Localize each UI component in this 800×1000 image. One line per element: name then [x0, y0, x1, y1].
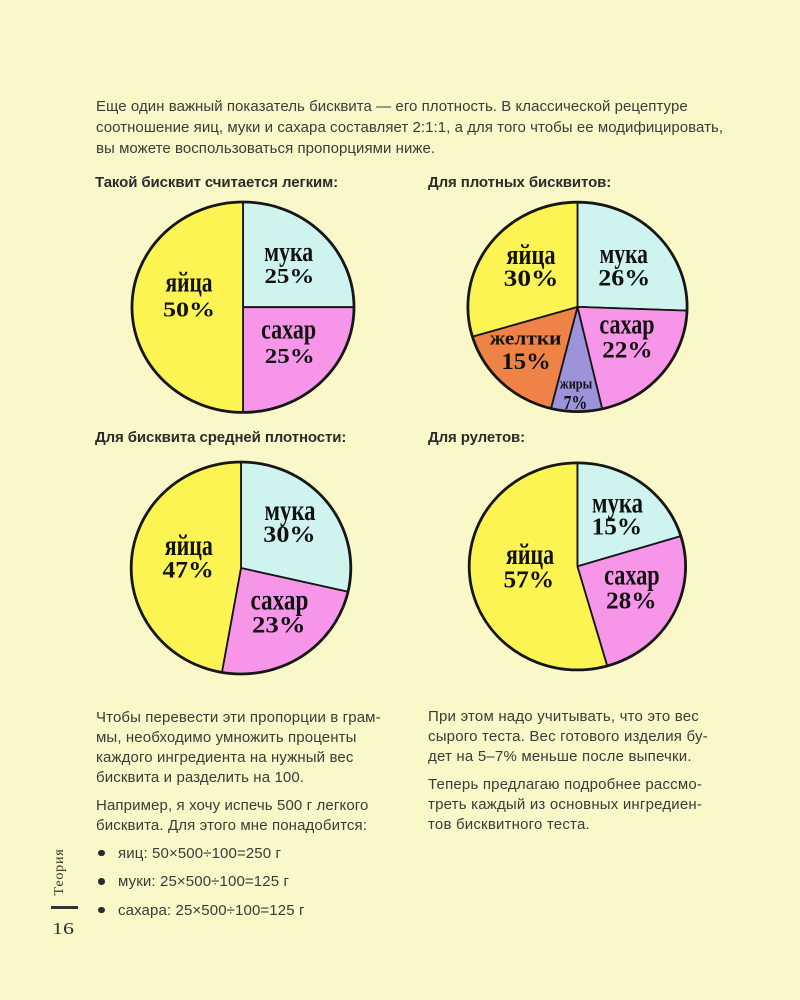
svg-text:47%: 47%	[162, 557, 213, 583]
svg-text:яйца: яйца	[166, 267, 213, 299]
svg-text:мука: мука	[264, 235, 313, 268]
svg-text:мука: мука	[592, 485, 643, 519]
svg-text:30%: 30%	[504, 265, 559, 292]
svg-text:жиры: жиры	[560, 375, 593, 391]
svg-text:50%: 50%	[163, 299, 215, 322]
svg-text:яйца: яйца	[506, 538, 554, 571]
svg-text:сахар: сахар	[604, 557, 659, 591]
svg-text:сахар: сахар	[599, 308, 654, 341]
svg-text:сахар: сахар	[261, 313, 316, 346]
svg-text:яйца: яйца	[506, 238, 555, 270]
svg-text:23%: 23%	[252, 612, 306, 638]
svg-text:22%: 22%	[602, 337, 652, 363]
svg-text:15%: 15%	[501, 350, 550, 375]
svg-text:57%: 57%	[503, 567, 554, 593]
svg-text:25%: 25%	[265, 345, 315, 368]
svg-text:7%: 7%	[564, 392, 588, 414]
svg-text:яйца: яйца	[165, 529, 213, 562]
svg-text:сахар: сахар	[250, 582, 308, 616]
svg-text:30%: 30%	[263, 522, 315, 548]
svg-text:25%: 25%	[264, 265, 314, 288]
svg-text:28%: 28%	[606, 588, 657, 614]
svg-text:15%: 15%	[592, 514, 642, 540]
svg-text:мука: мука	[600, 237, 649, 270]
svg-text:мука: мука	[265, 493, 316, 527]
svg-text:желтки: желтки	[490, 329, 562, 350]
svg-text:26%: 26%	[598, 266, 650, 292]
